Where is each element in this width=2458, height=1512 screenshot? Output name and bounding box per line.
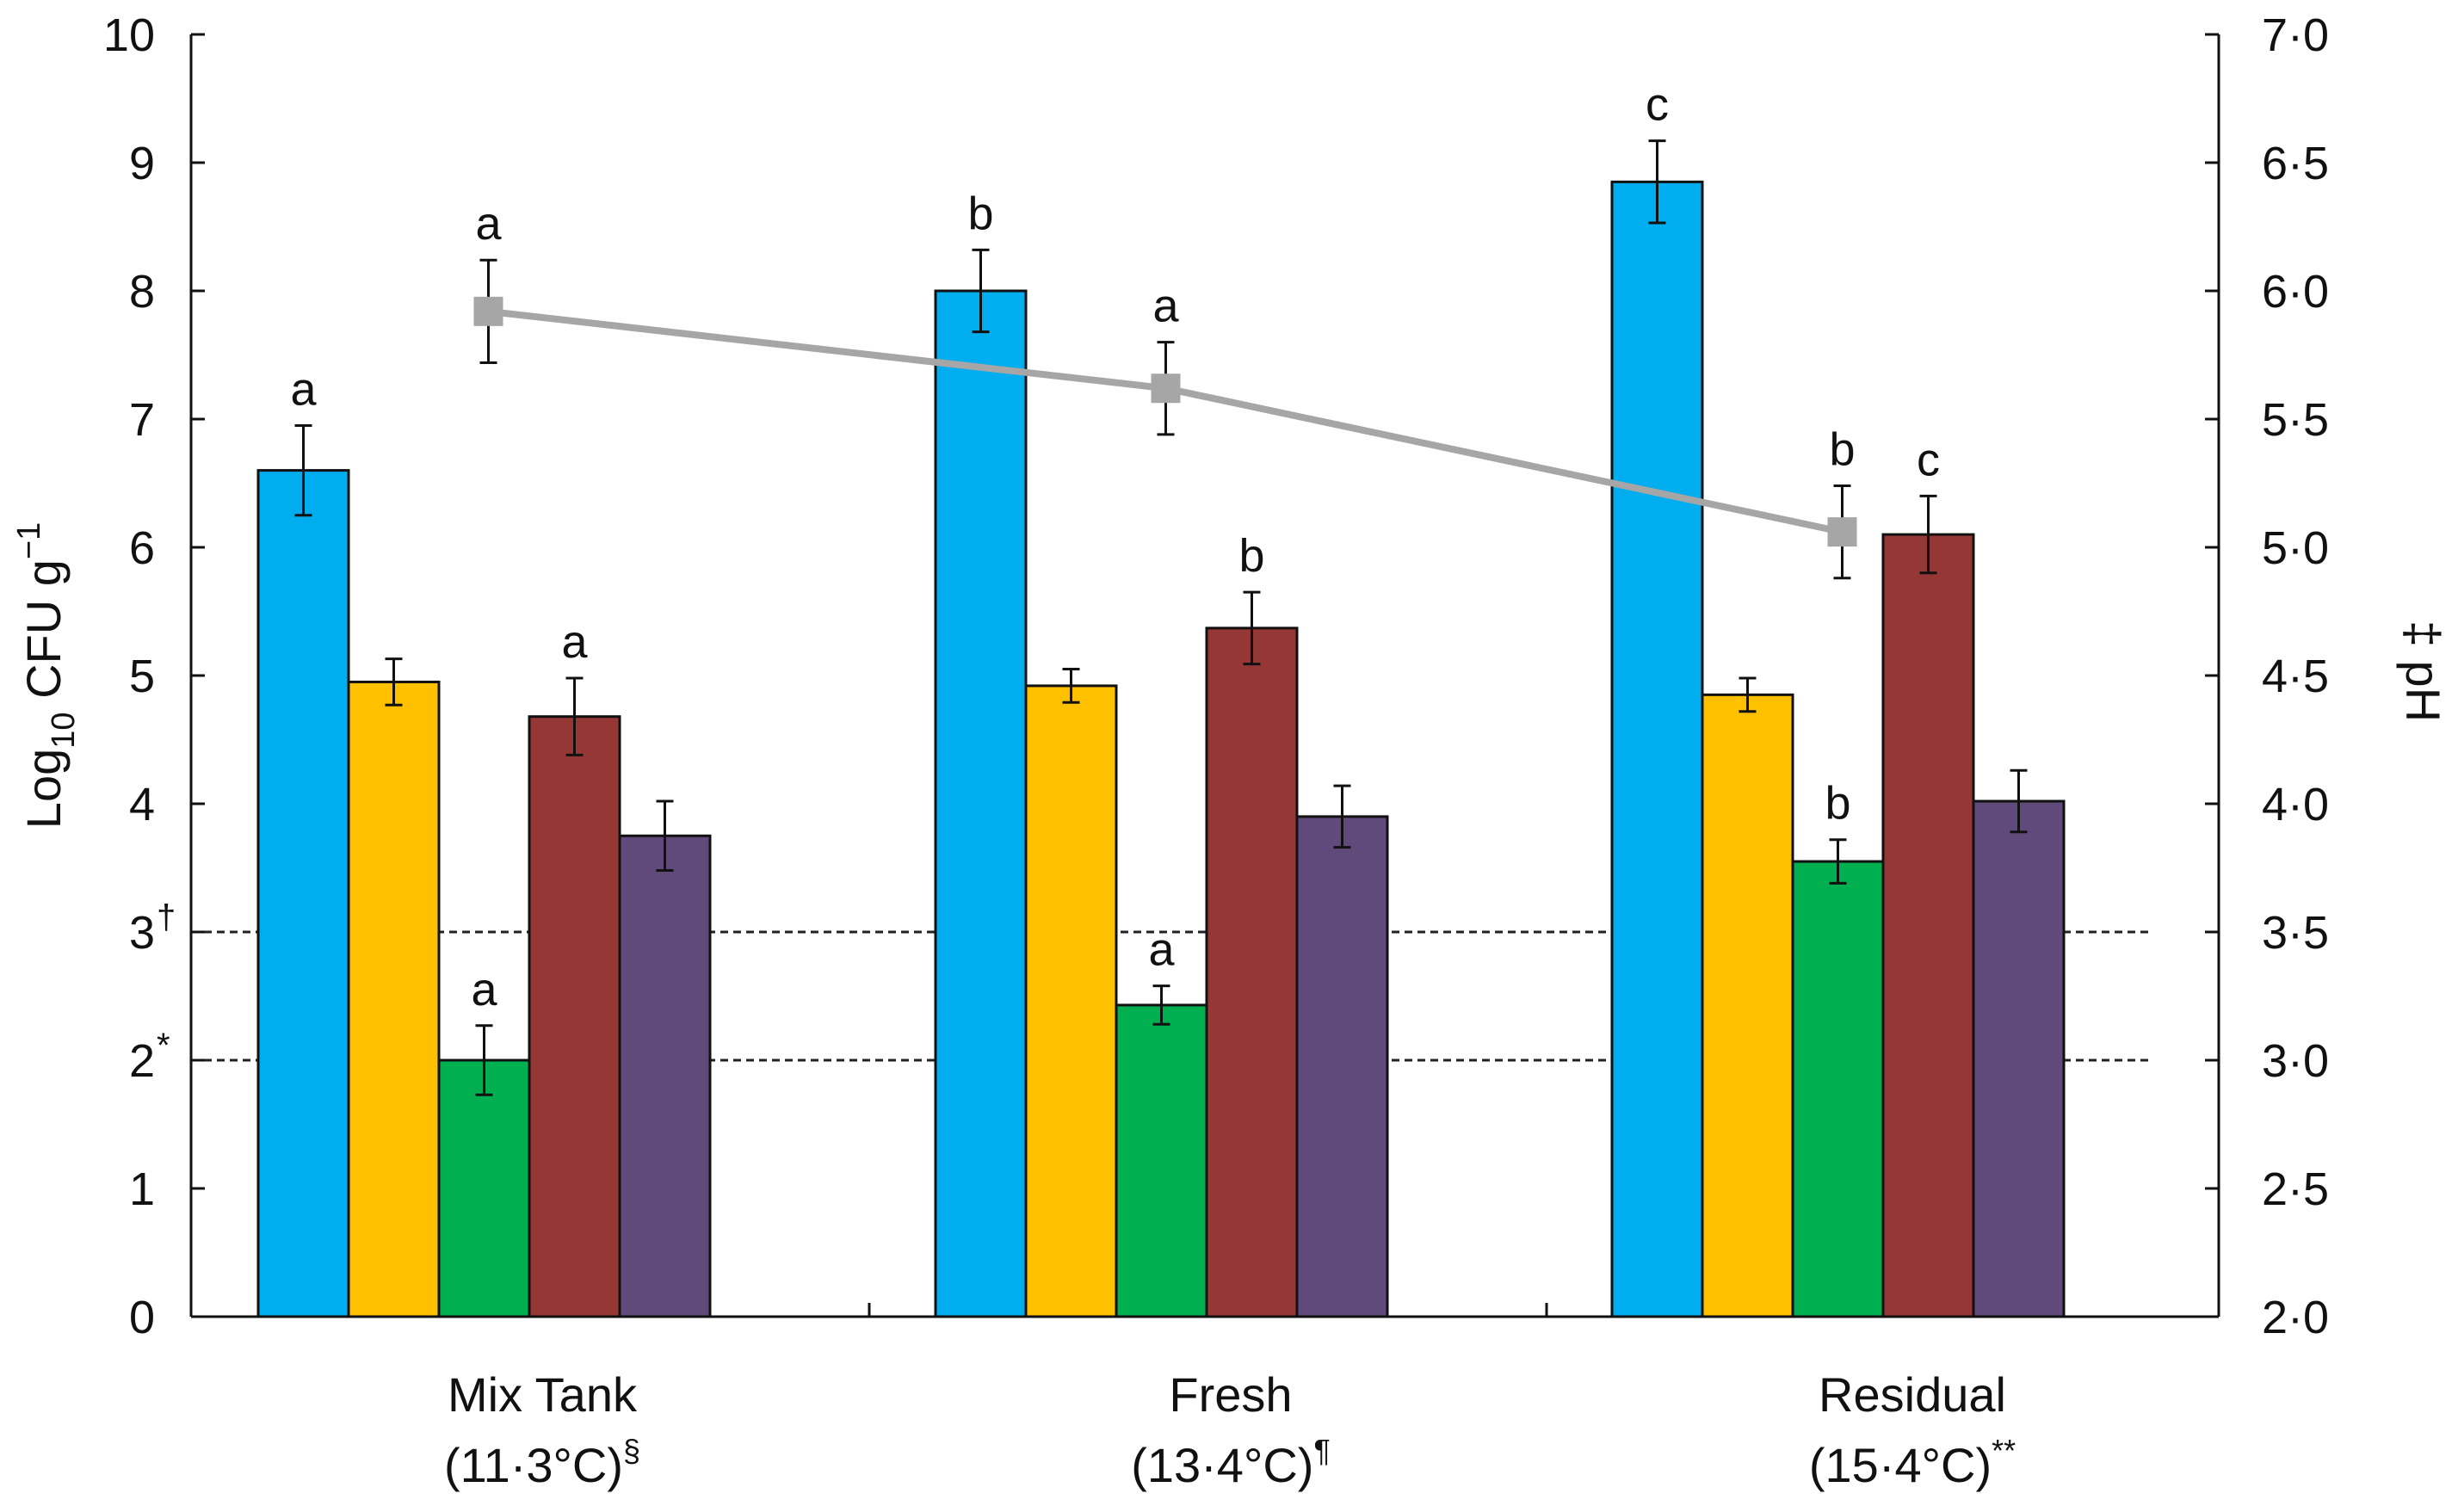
- bar: [1024, 684, 1118, 1318]
- left-tick-label: 5: [129, 651, 155, 702]
- category-sublabel: (13·4°C)¶: [1131, 1433, 1331, 1492]
- significance-label: a: [290, 363, 317, 415]
- ph-marker: [1827, 517, 1857, 547]
- right-tick-label: 6·5: [2262, 138, 2329, 189]
- left-axis-ticks: 0 1 2 * 3 † 4 5 6 7 8 9 10: [103, 9, 205, 1343]
- right-tick-label: 3·5: [2262, 907, 2329, 959]
- category-labels: Mix Tank (11·3°C)§ Fresh (13·4°C)¶ Residual (…: [444, 1367, 2016, 1492]
- category-footnote-mark: §: [623, 1433, 640, 1468]
- left-axis-title-part: CFU g: [16, 559, 71, 712]
- ph-significance-label: b: [1829, 423, 1855, 475]
- right-tick-label: 6·0: [2262, 266, 2329, 318]
- left-tick-label: 10: [103, 9, 155, 61]
- ph-line-series: a a b: [473, 198, 1857, 580]
- category-sublabel: (11·3°C)§: [444, 1433, 640, 1492]
- bar: [1115, 1003, 1208, 1318]
- significance-label: b: [967, 188, 993, 239]
- left-tick-label: 3: [129, 907, 155, 959]
- left-tick-label: 1: [129, 1163, 155, 1215]
- left-axis-title-part: −1: [11, 522, 47, 559]
- left-tick-label: 4: [129, 779, 155, 830]
- category-label: Residual: [1819, 1367, 2006, 1422]
- bar: [1701, 693, 1794, 1318]
- left-axis-title-part: Log: [16, 749, 71, 829]
- right-tick-label: 4·0: [2262, 779, 2329, 830]
- left-tick-label: 8: [129, 266, 155, 318]
- ph-marker: [1151, 373, 1181, 404]
- significance-label: b: [1825, 778, 1850, 830]
- left-axis-label: Log10 CFU g−1: [11, 522, 82, 829]
- right-axis-ticks: 2·0 2·5 3·0 3·5 4·0 4·5 5·0 5·5 6·0 6·5 7·0: [2205, 9, 2329, 1343]
- ph-marker: [473, 296, 503, 326]
- category-label: Fresh: [1169, 1367, 1292, 1422]
- right-tick-label: 7·0: [2262, 9, 2329, 61]
- significance-label: b: [1238, 530, 1264, 582]
- bar: [618, 834, 712, 1318]
- ph-significance-label: a: [475, 198, 502, 250]
- significance-label: c: [1646, 79, 1669, 131]
- bar: [1610, 180, 1704, 1318]
- significance-label: a: [561, 616, 588, 668]
- left-tick-label: 6: [129, 522, 155, 574]
- right-tick-label: 2·0: [2262, 1292, 2329, 1343]
- bar: [1881, 533, 1975, 1318]
- right-tick-label: 3·0: [2262, 1035, 2329, 1087]
- bar: [256, 469, 350, 1318]
- right-tick-label: 4·5: [2262, 651, 2329, 702]
- significance-label: c: [1917, 434, 1940, 485]
- bar: [437, 1058, 531, 1318]
- ph-significance-label: a: [1152, 281, 1179, 332]
- right-tick-label: 2·5: [2262, 1163, 2329, 1215]
- right-tick-label: 5·5: [2262, 394, 2329, 446]
- left-axis-title-part: 10: [46, 712, 82, 748]
- right-axis-title-symbol: ‡: [2396, 620, 2450, 647]
- right-axis-title-text: pH: [2396, 647, 2450, 722]
- left-axis-title: Log10 CFU g−1: [11, 522, 82, 829]
- bar: [1205, 626, 1299, 1318]
- bar: [934, 289, 1028, 1318]
- bar-series: a b c a a b a b c: [256, 79, 2066, 1318]
- bar: [347, 680, 441, 1318]
- left-tick-footnote-mark: *: [157, 1027, 170, 1065]
- left-tick-footnote-mark: †: [157, 898, 176, 936]
- left-tick-label: 0: [129, 1292, 155, 1343]
- right-axis-label: ‡ pH: [2396, 620, 2450, 722]
- category-label: Mix Tank: [448, 1367, 638, 1422]
- significance-label: a: [471, 964, 497, 1015]
- left-tick-label: 2: [129, 1035, 155, 1087]
- left-tick-label: 9: [129, 138, 155, 189]
- bar: [1972, 799, 2066, 1318]
- category-footnote-mark: **: [1992, 1433, 2016, 1468]
- right-axis-title: ‡ pH: [2396, 620, 2450, 722]
- category-sublabel: (15·4°C)**: [1809, 1433, 2016, 1492]
- bar: [1295, 815, 1389, 1318]
- significance-label: a: [1148, 924, 1175, 976]
- left-tick-label: 7: [129, 394, 155, 446]
- right-tick-label: 5·0: [2262, 522, 2329, 574]
- category-footnote-mark: ¶: [1313, 1433, 1330, 1468]
- bar: [528, 715, 621, 1318]
- bar: [1791, 860, 1885, 1318]
